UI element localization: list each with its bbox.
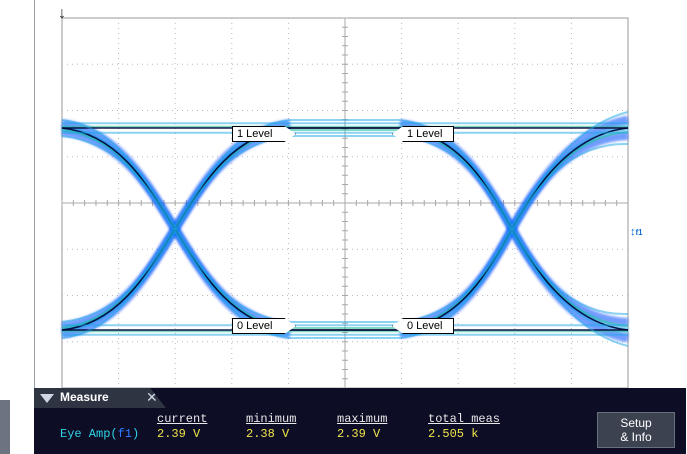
eye-spread-out-rise-1 xyxy=(61,119,291,339)
one-level-marker-left: 1 Level xyxy=(232,126,296,142)
setup-button-line1: Setup xyxy=(620,416,652,430)
measurement-name[interactable]: Eye Amp(f1) xyxy=(60,428,139,440)
reference-arrow-icon: ↕ xyxy=(630,226,636,238)
header-minimum: minimum xyxy=(246,412,297,426)
trigger-position-icon: ↓ xyxy=(58,5,66,22)
display-frame xyxy=(34,0,687,454)
zero-level-marker-left: 0 Level xyxy=(232,318,296,334)
value-minimum: 2.38 V xyxy=(246,427,290,441)
eye-mid-rise-2 xyxy=(399,125,629,333)
header-current: current xyxy=(157,412,208,426)
collapse-triangle-icon[interactable] xyxy=(40,394,54,403)
measurement-name-label: Eye Amp( xyxy=(60,427,118,441)
measurement-name-end: ) xyxy=(132,427,140,441)
zero-level-marker-right: 0 Level xyxy=(392,318,454,334)
measure-tab-label: Measure xyxy=(60,390,109,404)
reference-level-marker[interactable]: ↕f1 xyxy=(630,226,643,238)
setup-button-line2: & Info xyxy=(620,430,652,444)
reference-label: f1 xyxy=(635,228,643,237)
eye-traces xyxy=(61,111,629,347)
one-level-marker-right: 1 Level xyxy=(392,126,454,142)
header-total-meas: total meas xyxy=(428,412,501,426)
left-edge-bar xyxy=(0,400,10,454)
header-maximum: maximum xyxy=(337,412,388,426)
left-edge-strip xyxy=(0,0,32,454)
value-current: 2.39 V xyxy=(157,427,201,441)
measure-tab[interactable]: Measure ✕ xyxy=(34,388,166,408)
close-icon[interactable]: ✕ xyxy=(146,389,158,405)
value-maximum: 2.39 V xyxy=(337,427,381,441)
measurement-source: f1 xyxy=(117,427,133,441)
value-total-meas: 2.505 k xyxy=(428,427,479,441)
setup-info-button[interactable]: Setup & Info xyxy=(597,412,675,448)
